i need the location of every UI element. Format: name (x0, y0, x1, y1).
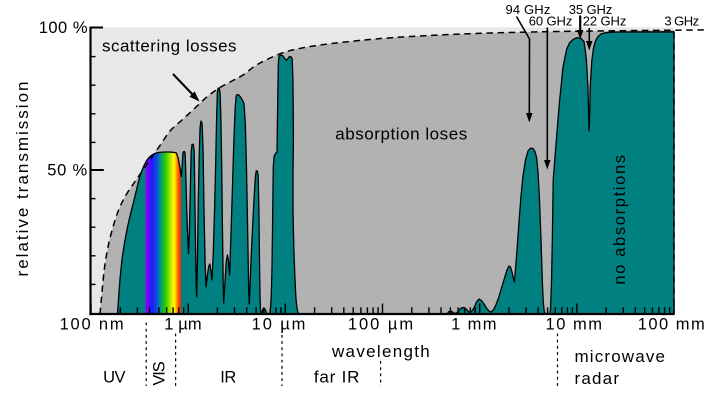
svg-text:UV: UV (103, 369, 125, 387)
svg-text:1 mm: 1 mm (451, 316, 498, 334)
svg-text:35 GHz: 35 GHz (569, 2, 612, 17)
svg-text:50 %: 50 % (47, 162, 88, 180)
svg-text:100 µm: 100 µm (348, 316, 415, 334)
svg-text:10 µm: 10 µm (252, 316, 308, 334)
svg-text:60 GHz: 60 GHz (529, 14, 572, 29)
svg-text:scattering losses: scattering losses (102, 37, 237, 56)
svg-text:100 nm: 100 nm (60, 316, 126, 334)
svg-text:VIS: VIS (151, 361, 169, 385)
svg-text:far IR: far IR (314, 368, 360, 387)
svg-text:94 GHz: 94 GHz (506, 2, 551, 17)
svg-text:wavelength: wavelength (331, 342, 431, 361)
svg-text:absorption loses: absorption loses (335, 125, 468, 144)
svg-text:100 mm: 100 mm (638, 316, 707, 334)
svg-text:IR: IR (220, 369, 236, 387)
svg-text:3 GHz: 3 GHz (664, 14, 698, 29)
svg-text:no absorptions: no absorptions (611, 153, 629, 284)
svg-text:relative transmission: relative transmission (13, 80, 32, 277)
svg-text:10 mm: 10 mm (546, 316, 604, 334)
svg-text:22 GHz: 22 GHz (583, 14, 626, 29)
svg-text:100 %: 100 % (39, 19, 88, 37)
svg-text:1 µm: 1 µm (164, 316, 201, 334)
svg-text:microwave: microwave (575, 347, 667, 366)
svg-text:radar: radar (575, 369, 621, 388)
